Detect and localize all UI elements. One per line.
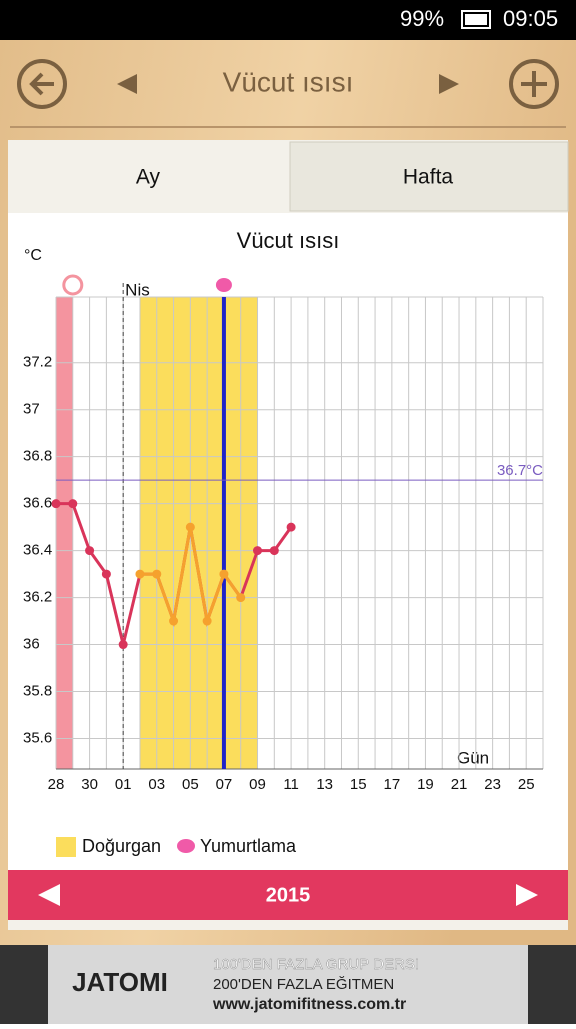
temperature-point <box>236 593 246 603</box>
year: 2015 <box>266 884 311 906</box>
header-title: Vücut ısısı <box>223 66 354 97</box>
y-tick-label: 36.4 <box>23 542 52 559</box>
tab[interactable] <box>289 141 569 212</box>
plot: 35.6 35.8 36 36.2 36.4 36.6 36.8 37 37.2 28 30 01 03… <box>23 274 544 793</box>
ad-text: 100'DEN FAZLA GRUP DERSI <box>213 956 419 973</box>
x-tick-label: 03 <box>148 776 165 793</box>
temperature-point <box>135 569 145 579</box>
temperature-point <box>286 522 296 532</box>
legend-swatch <box>56 837 76 857</box>
x-tick-label: 13 <box>316 776 333 793</box>
temperature-point <box>219 569 229 579</box>
x-tick-label: 19 <box>417 776 434 793</box>
back-button[interactable] <box>17 59 67 109</box>
temperature-point <box>118 640 128 650</box>
fertile-band <box>139 297 258 769</box>
tab-selected[interactable] <box>8 140 288 213</box>
temperature-point <box>169 616 179 626</box>
prev-button[interactable] <box>117 74 137 94</box>
clock: 09:05 <box>503 6 558 31</box>
x-tick-label: 09 <box>249 776 266 793</box>
legend-swatch <box>177 839 195 853</box>
period-marker <box>62 274 84 296</box>
reference-label: 36.7°C <box>497 462 543 479</box>
ad-banner[interactable] <box>48 945 528 1024</box>
back-arrow <box>29 72 54 96</box>
y-tick-label: 35.6 <box>23 729 52 746</box>
x-tick-label: 07 <box>216 776 233 793</box>
x-axis-label: Gün <box>457 748 489 767</box>
temperature-point <box>202 616 212 626</box>
add-icon <box>521 71 547 97</box>
temperature-point <box>51 499 61 509</box>
next-year[interactable] <box>516 884 538 906</box>
tab-label: Ay <box>136 166 161 189</box>
battery-level <box>465 14 487 25</box>
y-tick-label: 37 <box>23 401 40 418</box>
temperature-point <box>253 546 263 556</box>
next-button[interactable] <box>439 74 459 94</box>
add-button[interactable] <box>509 59 559 109</box>
x-tick-label: 23 <box>484 776 501 793</box>
ad-text: 200'DEN FAZLA EĞITMEN <box>213 976 394 993</box>
temperature-point <box>101 569 111 579</box>
month-label: Nis <box>125 280 150 299</box>
legend-label: Doğurgan <box>82 836 161 856</box>
ovulation-marker <box>215 278 232 292</box>
temperature-point <box>68 499 78 509</box>
temperature-point <box>269 546 279 556</box>
chart-title: Vücut ısısı <box>237 228 340 253</box>
y-tick-label: 36.2 <box>23 589 52 606</box>
x-tick-label: 25 <box>518 776 535 793</box>
ad-brand: JATOMI <box>72 967 168 997</box>
x-tick-label: 21 <box>451 776 468 793</box>
legend-label: Yumurtlama <box>200 836 297 856</box>
temperature-point <box>152 569 162 579</box>
y-tick-label: 37.2 <box>23 354 52 371</box>
x-tick-label: 01 <box>115 776 132 793</box>
x-tick-label: 30 <box>81 776 98 793</box>
temperature-point <box>185 522 195 532</box>
chart-area <box>8 213 568 870</box>
period-band <box>56 297 73 769</box>
x-tick-label: 05 <box>182 776 199 793</box>
ad-url: www.jatomifitness.com.tr <box>212 996 406 1013</box>
y-tick-label: 36 <box>23 636 40 653</box>
y-tick-label: 36.8 <box>23 448 52 465</box>
battery: 99% <box>400 6 444 31</box>
y-unit: °C <box>24 247 42 264</box>
y-tick-label: 36.6 <box>23 495 52 512</box>
y-tick-label: 35.8 <box>23 682 52 699</box>
x-tick-label: 17 <box>384 776 401 793</box>
temperature-point <box>85 546 95 556</box>
battery-icon <box>461 10 491 29</box>
prev-year[interactable] <box>38 884 60 906</box>
tab-label: Hafta <box>403 166 454 189</box>
x-tick-label: 11 <box>283 776 299 793</box>
x-tick-label: 15 <box>350 776 367 793</box>
year-bar <box>8 870 568 920</box>
x-tick-label: 28 <box>48 776 65 793</box>
